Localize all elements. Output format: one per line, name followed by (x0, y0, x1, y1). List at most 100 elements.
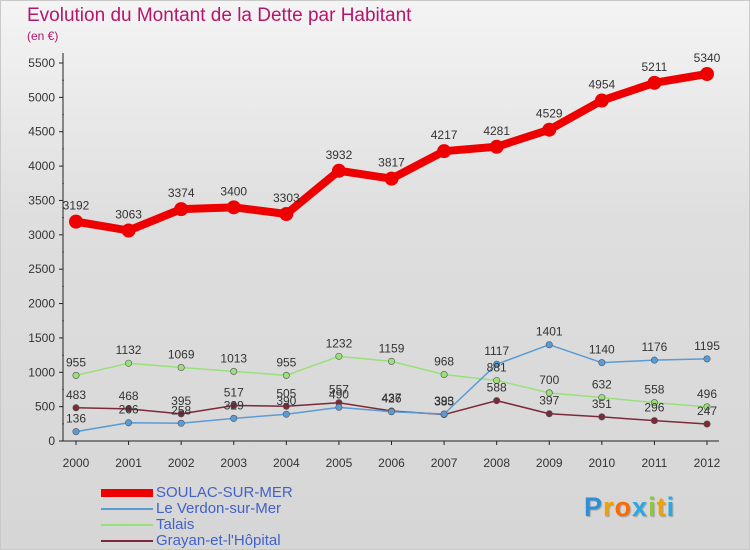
data-label: 351 (592, 397, 612, 411)
y-tick-label: 500 (35, 400, 55, 414)
data-point (69, 214, 83, 229)
data-point (594, 93, 609, 108)
data-label: 468 (119, 389, 139, 403)
y-tick-label: 0 (48, 434, 55, 448)
data-label: 4217 (431, 128, 458, 142)
data-point (125, 359, 133, 367)
data-label: 4281 (483, 124, 510, 138)
data-point (335, 352, 343, 360)
data-label: 490 (329, 387, 349, 401)
data-label: 395 (171, 394, 191, 408)
x-tick-label: 2006 (378, 456, 405, 470)
y-minor-tick (62, 182, 64, 185)
y-tick-label: 2000 (28, 297, 55, 311)
data-label: 1195 (694, 339, 720, 353)
y-tick-label: 3000 (28, 228, 55, 242)
data-point (72, 404, 80, 412)
data-point (598, 359, 606, 367)
y-minor-tick (62, 319, 64, 322)
y-tick-label: 2500 (28, 262, 55, 276)
data-label: 266 (119, 403, 139, 417)
data-label: 1401 (536, 325, 563, 339)
data-point (703, 355, 711, 363)
data-point (493, 360, 501, 368)
data-point (703, 403, 711, 411)
data-label: 1132 (116, 343, 142, 357)
y-tick-label: 1000 (28, 365, 55, 379)
y-minor-tick (62, 251, 64, 253)
y-minor-tick (62, 388, 64, 391)
data-label: 588 (487, 381, 507, 395)
data-point (545, 341, 553, 349)
logo-letter: t (656, 492, 667, 522)
x-tick-label: 2005 (326, 456, 353, 470)
data-label: 385 (434, 395, 454, 409)
x-tick-label: 2001 (115, 456, 142, 470)
data-label: 4529 (536, 107, 563, 121)
x-tick-label: 2007 (431, 456, 458, 470)
y-tick-label: 5000 (28, 90, 55, 104)
legend-label: Talais (156, 516, 195, 533)
data-point (703, 420, 711, 428)
legend-swatch (101, 540, 153, 542)
data-label: 3932 (326, 148, 353, 162)
data-label: 3400 (220, 184, 247, 198)
data-point (282, 402, 290, 410)
data-point (440, 410, 448, 418)
x-tick-label: 2000 (63, 456, 90, 470)
data-label: 4954 (588, 78, 615, 92)
data-label: 1159 (379, 341, 405, 355)
data-label: 1117 (484, 344, 509, 358)
data-label: 5211 (642, 60, 668, 74)
data-label: 881 (487, 360, 507, 374)
data-point (230, 367, 238, 375)
data-point (335, 403, 343, 411)
data-label: 955 (66, 355, 86, 369)
logo-letter: x (632, 492, 649, 522)
data-label: 483 (66, 388, 86, 402)
data-point (331, 163, 346, 178)
data-point (230, 414, 238, 422)
y-minor-tick (62, 354, 64, 356)
legend-label: SOULAC-SUR-MER (156, 484, 293, 501)
data-label: 329 (224, 398, 244, 412)
data-point (282, 371, 290, 379)
y-tick-label: 4000 (28, 159, 55, 173)
y-minor-tick (62, 113, 64, 116)
x-tick-label: 2011 (642, 456, 668, 470)
x-tick-label: 2002 (168, 456, 195, 470)
data-point (387, 357, 395, 365)
data-point (545, 410, 553, 418)
data-label: 1232 (326, 336, 353, 350)
data-point (700, 66, 714, 81)
logo-letter: r (603, 492, 615, 522)
data-label: 3192 (63, 199, 90, 213)
data-label: 437 (381, 391, 401, 405)
y-minor-tick (62, 285, 64, 288)
y-tick-label: 4500 (28, 125, 55, 139)
x-tick-label: 2008 (483, 456, 510, 470)
data-point (279, 206, 294, 221)
data-point (489, 139, 504, 154)
series-line (75, 70, 708, 235)
data-point (226, 200, 241, 215)
x-tick-label: 2004 (273, 456, 300, 470)
data-label: 1176 (642, 340, 668, 354)
data-point (650, 417, 658, 425)
legend: SOULAC-SUR-MER Le Verdon-sur-Mer Talais Gra… (101, 484, 361, 549)
data-point (282, 410, 290, 418)
data-point (545, 389, 553, 397)
data-label: 558 (644, 383, 664, 397)
y-minor-tick (62, 148, 64, 150)
data-point (72, 371, 80, 379)
data-point (650, 399, 658, 407)
data-point (230, 401, 238, 409)
chart-title: Evolution du Montant de la Dette par Hab… (27, 5, 412, 26)
logo-letter: i (666, 492, 676, 522)
data-point (384, 171, 399, 186)
data-point (493, 397, 501, 405)
data-label: 3817 (378, 156, 405, 170)
data-point (72, 428, 80, 436)
x-tick-label: 2010 (588, 456, 615, 470)
